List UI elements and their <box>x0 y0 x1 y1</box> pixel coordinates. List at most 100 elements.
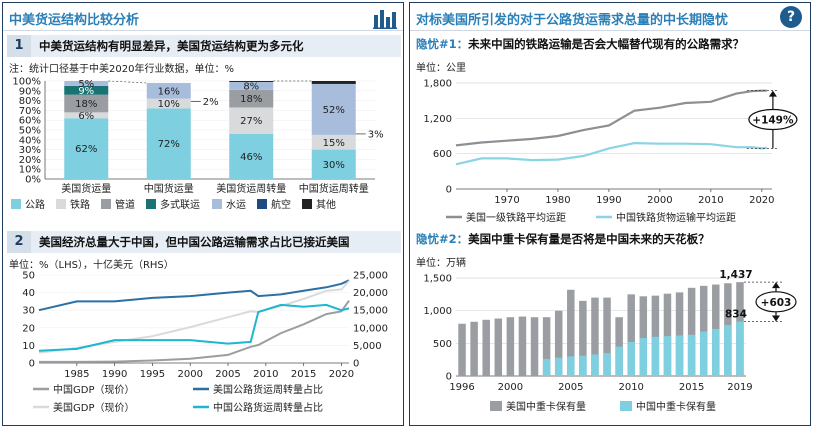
legend-label: 水运 <box>226 199 246 211</box>
x-tick-label: 2005 <box>558 382 583 393</box>
bar-segment <box>311 149 356 179</box>
series-line <box>38 280 350 354</box>
bar-us <box>542 317 551 376</box>
bar-us <box>494 318 503 376</box>
x-tick-label: 1995 <box>140 369 165 380</box>
x-tick-label: 中国货运周转量 <box>299 182 369 195</box>
bar-us <box>639 296 648 376</box>
y-right-tick-label: 0 <box>353 359 359 370</box>
bar-us <box>663 293 672 376</box>
bar-segment <box>229 89 274 108</box>
y-left-tick-label: 40 <box>22 288 35 299</box>
legend-label: 中国GDP（现价） <box>53 383 134 396</box>
bar-data-label: 30% <box>323 160 345 171</box>
bar-us <box>579 300 587 376</box>
bar-china <box>554 357 563 376</box>
bar-data-label: 18% <box>240 94 262 105</box>
y-tick-label: 500 <box>433 339 452 350</box>
bar-data-label: 8% <box>243 81 259 92</box>
gap-bubble <box>755 291 797 313</box>
x-tick-label: 2015 <box>291 369 316 380</box>
x-tick-label: 1970 <box>494 195 519 206</box>
y-left-tick-label: 20 <box>22 323 35 334</box>
y-tick-label: 70% <box>19 106 41 117</box>
bar-china <box>579 355 587 376</box>
bar-segment <box>311 134 356 150</box>
y-tick-label: 1,200 <box>423 114 452 125</box>
x-tick-label: 2020 <box>329 369 354 380</box>
section-2-note: 单位：%（LHS），十亿美元（RHS） <box>9 260 174 271</box>
gdp-road-share-chart: 0 10 20 30 40 50 0 5,000 10,000 15,000 20,000 25,00… <box>22 271 388 415</box>
y-tick-label: 60% <box>19 116 41 127</box>
concern-2-unit: 单位：万辆 <box>416 258 466 269</box>
bar-china <box>712 328 720 376</box>
transport-structure-chart: 0%10%20%30%40%50%60%70%80%90%100%62%6%18… <box>11 77 384 211</box>
bar-segment <box>229 133 274 179</box>
bar-segment <box>229 107 274 134</box>
y-tick-label: 0 <box>446 372 452 383</box>
x-tick-label: 2019 <box>727 382 752 393</box>
bar-china <box>615 346 623 376</box>
bar-data-label: 5% <box>78 79 94 90</box>
connector-line <box>108 80 147 84</box>
legend-label: 美国中重卡保有量 <box>506 400 586 413</box>
bar-china <box>639 338 648 376</box>
us-value-label: 1,437 <box>719 269 752 281</box>
x-tick-label: 1990 <box>102 369 127 380</box>
legend-label: 美国一级铁路平均运距 <box>466 211 566 224</box>
bar-us <box>627 294 635 376</box>
y-left-tick-label: 10 <box>22 341 35 352</box>
legend-swatch <box>620 401 632 411</box>
bar-china <box>567 356 575 376</box>
legend-swatch <box>56 199 66 209</box>
bar-us <box>506 317 515 376</box>
truck-fleet-chart: 0 500 1,000 1,500 1996 2000 2005 2010 2015 2019 1,… <box>423 269 797 413</box>
legend-label: 航空 <box>271 198 291 211</box>
y-left-tick-label: 0 <box>29 359 35 370</box>
bar-segment <box>146 98 191 109</box>
bar-data-label: 16% <box>158 86 180 97</box>
y-tick-label: 30% <box>19 145 41 156</box>
section-1-number: 1 <box>7 35 31 57</box>
bar-us <box>675 292 684 376</box>
rail-distance-chart: 0 600 1,200 1,800 1970 1980 1990 2000 2010 2020 +1… <box>423 79 798 224</box>
y-left-tick-label: 30 <box>22 306 35 317</box>
right-panel-header: 对标美国所引发的对于公路货运需求总量的中长期隐忧 ? <box>410 3 810 31</box>
y-tick-label: 1,000 <box>423 306 452 317</box>
bar-data-label: 6% <box>78 111 94 122</box>
legend-swatch <box>490 401 502 411</box>
concern-2-tag: 隐忧#2： <box>416 232 469 246</box>
y-left-tick-label: 50 <box>22 271 35 282</box>
outside-data-label: 2% <box>203 97 219 108</box>
question-icon: ? <box>780 6 802 28</box>
section-1-note: 注：统计口径基于中美2020年行业数据，单位：% <box>9 64 234 75</box>
concern-1-title: 隐忧#1：未来中国的铁路运输是否会大幅替代现有的公路需求？ <box>416 36 744 52</box>
x-tick-label: 1990 <box>596 195 621 206</box>
section-1-bar: 1 中美货运结构有明显差异，美国货运结构更为多元化 <box>7 35 401 57</box>
bar-us <box>699 285 708 376</box>
x-tick-label: 1980 <box>545 195 570 206</box>
legend-swatch <box>257 199 267 209</box>
right-panel-title: 对标美国所引发的对于公路货运需求总量的中长期隐忧 <box>416 13 729 28</box>
bar-us <box>518 316 527 376</box>
legend-label: 中国公路货运周转量占比 <box>213 401 323 414</box>
bar-us <box>687 287 696 376</box>
arrow-head <box>772 315 780 322</box>
x-tick-label: 美国货运周转量 <box>216 182 286 195</box>
concern-1-unit: 单位：公里 <box>416 63 466 74</box>
y-right-tick-label: 25,000 <box>353 271 388 282</box>
x-tick-label: 2010 <box>253 369 278 380</box>
x-tick-label: 2020 <box>749 195 774 206</box>
bar-segment <box>64 118 109 179</box>
bar-us <box>530 317 539 376</box>
x-tick-label: 2010 <box>698 195 723 206</box>
section-1-title: 中美货运结构有明显差异，美国货运结构更为多元化 <box>39 39 304 53</box>
bar-china <box>591 354 599 376</box>
x-tick-label: 2000 <box>177 369 202 380</box>
legend-label: 多式联运 <box>160 198 200 211</box>
bar-segment <box>311 81 356 84</box>
legend-label: 公路 <box>25 198 45 211</box>
x-tick-label: 美国货运量 <box>61 182 111 195</box>
bar-segment <box>64 112 109 119</box>
legend-label: 美国公路货运周转量占比 <box>213 383 323 396</box>
